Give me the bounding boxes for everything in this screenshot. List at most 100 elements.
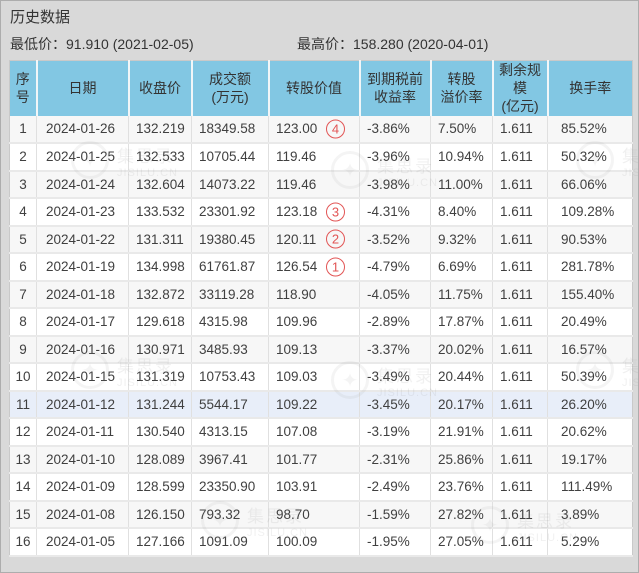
- cell-premium: 8.40%: [430, 198, 493, 227]
- table-row[interactable]: 9 2024-01-16 130.971 3485.93 109.13 -3.37% 20.…: [9, 335, 633, 365]
- cell-turnover: 4315.98: [191, 308, 269, 337]
- table-body: 1 2024-01-26 132.219 18349.58 123.00 4 -3.86% 7…: [9, 115, 633, 557]
- cell-conv_value: 120.11 2: [268, 225, 360, 255]
- cell-date: 2024-01-10: [36, 445, 129, 475]
- cell-premium: 27.05%: [430, 528, 493, 557]
- cell-date: 2024-01-26: [36, 115, 129, 145]
- cell-conv_value: 101.77: [268, 445, 360, 475]
- cell-turnover: 10753.43: [191, 363, 269, 392]
- cell-no: 11: [9, 390, 37, 420]
- cell-size: 1.611: [492, 473, 548, 502]
- cell-conv_value: 123.00 4: [268, 115, 360, 145]
- table-head: 序号日期 收盘价 成交额 (万元) 转股价值 到期税前 收益率 转股 溢价率 剩余规模 (亿元) 换手…: [9, 60, 633, 116]
- cell-close: 130.540: [128, 418, 192, 447]
- cell-turnover: 33119.28: [191, 280, 269, 310]
- cell-ytm: -2.49%: [359, 473, 431, 502]
- cell-rate: 26.20%: [547, 390, 633, 420]
- page-title: 历史数据: [10, 9, 71, 26]
- cell-date: 2024-01-09: [36, 473, 129, 502]
- cell-close: 128.089: [128, 445, 192, 475]
- table-row[interactable]: 10 2024-01-15 131.319 10753.43 109.03 -3.49% 2…: [9, 363, 633, 392]
- column-header-no: 序号: [9, 60, 38, 116]
- cell-close: 128.599: [128, 473, 192, 502]
- cell-premium: 17.87%: [430, 308, 493, 337]
- cell-premium: 25.86%: [430, 445, 493, 475]
- lowest-price-label: 最低价：91.910 (2021-02-05): [10, 36, 194, 52]
- table-row[interactable]: 12 2024-01-11 130.540 4313.15 107.08 -3.19% 21…: [9, 418, 633, 447]
- cell-size: 1.611: [492, 363, 548, 392]
- cell-turnover: 61761.87: [191, 253, 269, 282]
- cell-ytm: -3.19%: [359, 418, 431, 447]
- cell-rate: 155.40%: [547, 280, 633, 310]
- cell-date: 2024-01-17: [36, 308, 129, 337]
- cell-rate: 20.49%: [547, 308, 633, 337]
- cell-close: 127.166: [128, 528, 192, 557]
- cell-turnover: 10705.44: [191, 143, 269, 172]
- cell-conv_value: 119.46: [268, 170, 360, 200]
- table-row[interactable]: 11 2024-01-12 131.244 5544.17 109.22 -3.45% 20…: [9, 390, 633, 420]
- cell-turnover: 3967.41: [191, 445, 269, 475]
- rank-badge: 3: [326, 202, 345, 222]
- cell-ytm: -3.45%: [359, 390, 431, 420]
- cell-close: 131.319: [128, 363, 192, 392]
- cell-premium: 11.00%: [430, 170, 493, 200]
- table-row[interactable]: 4 2024-01-23 133.532 23301.92 123.18 3 -4.31% 8…: [9, 198, 633, 227]
- cell-date: 2024-01-23: [36, 198, 129, 227]
- history-table: 序号日期 收盘价 成交额 (万元) 转股价值 到期税前 收益率 转股 溢价率 剩余规模 (亿元) 换手…: [9, 60, 633, 557]
- cell-rate: 20.62%: [547, 418, 633, 447]
- cell-close: 132.872: [128, 280, 192, 310]
- table-row[interactable]: 7 2024-01-18 132.872 33119.28 118.90 -4.05% 11…: [9, 280, 633, 310]
- cell-size: 1.611: [492, 418, 548, 447]
- table-row[interactable]: 15 2024-01-08 126.150 793.32 98.70 -1.59% 27.8…: [9, 500, 633, 530]
- cell-conv_value: 103.91: [268, 473, 360, 502]
- cell-turnover: 5544.17: [191, 390, 269, 420]
- cell-date: 2024-01-19: [36, 253, 129, 282]
- cell-rate: 85.52%: [547, 115, 633, 145]
- min-max-summary: 最低价：91.910 (2021-02-05) 最高价：158.280 (202…: [10, 34, 629, 54]
- cell-conv_value: 98.70: [268, 500, 360, 530]
- table-row[interactable]: 6 2024-01-19 134.998 61761.87 126.54 1 -4.79% 6…: [9, 253, 633, 282]
- table-row[interactable]: 13 2024-01-10 128.089 3967.41 101.77 -2.31% 25…: [9, 445, 633, 475]
- cell-rate: 109.28%: [547, 198, 633, 227]
- table-row[interactable]: 14 2024-01-09 128.599 23350.90 103.91 -2.49% 2…: [9, 473, 633, 502]
- rank-badge: 4: [326, 119, 345, 139]
- cell-turnover: 19380.45: [191, 225, 269, 255]
- table-row[interactable]: 8 2024-01-17 129.618 4315.98 109.96 -2.89% 17.…: [9, 308, 633, 337]
- cell-ytm: -1.95%: [359, 528, 431, 557]
- cell-no: 1: [9, 115, 37, 145]
- cell-close: 132.219: [128, 115, 192, 145]
- cell-rate: 281.78%: [547, 253, 633, 282]
- cell-close: 132.533: [128, 143, 192, 172]
- cell-date: 2024-01-25: [36, 143, 129, 172]
- cell-no: 5: [9, 225, 37, 255]
- column-header-size: 剩余规模 (亿元): [492, 60, 549, 116]
- table-row[interactable]: 5 2024-01-22 131.311 19380.45 120.11 2 -3.52% 9…: [9, 225, 633, 255]
- cell-conv_value: 109.13: [268, 335, 360, 365]
- cell-date: 2024-01-12: [36, 390, 129, 420]
- table-row[interactable]: 2 2024-01-25 132.533 10705.44 119.46 -3.96% 10…: [9, 143, 633, 172]
- cell-no: 10: [9, 363, 37, 392]
- cell-premium: 6.69%: [430, 253, 493, 282]
- cell-no: 14: [9, 473, 37, 502]
- cell-size: 1.611: [492, 308, 548, 337]
- table-row[interactable]: 16 2024-01-05 127.166 1091.09 100.09 -1.95% 27…: [9, 528, 633, 557]
- cell-no: 4: [9, 198, 37, 227]
- table-row[interactable]: 1 2024-01-26 132.219 18349.58 123.00 4 -3.86% 7…: [9, 115, 633, 145]
- cell-conv_value: 109.03: [268, 363, 360, 392]
- column-header-close: 收盘价: [128, 60, 193, 116]
- cell-rate: 50.39%: [547, 363, 633, 392]
- cell-size: 1.611: [492, 225, 548, 255]
- rank-badge: 2: [326, 229, 345, 249]
- cell-conv_value: 118.90: [268, 280, 360, 310]
- cell-conv_value: 126.54 1: [268, 253, 360, 282]
- cell-no: 12: [9, 418, 37, 447]
- cell-no: 8: [9, 308, 37, 337]
- cell-size: 1.611: [492, 500, 548, 530]
- cell-premium: 7.50%: [430, 115, 493, 145]
- cell-rate: 111.49%: [547, 473, 633, 502]
- cell-size: 1.611: [492, 198, 548, 227]
- table-row[interactable]: 3 2024-01-24 132.604 14073.22 119.46 -3.98% 11…: [9, 170, 633, 200]
- column-header-ytm: 到期税前 收益率: [359, 60, 432, 116]
- cell-ytm: -1.59%: [359, 500, 431, 530]
- cell-conv_value: 109.96: [268, 308, 360, 337]
